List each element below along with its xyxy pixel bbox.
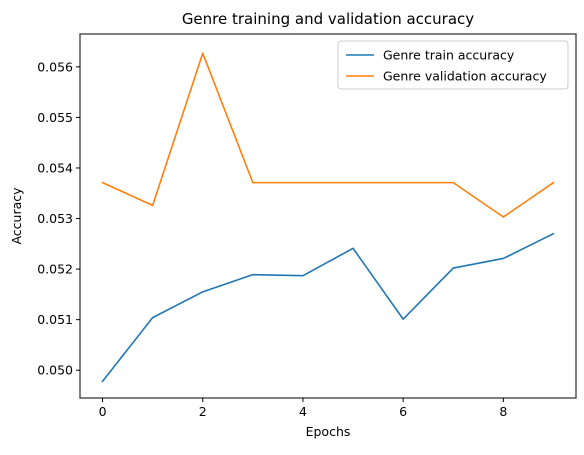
- y-tick-label: 0.052: [37, 262, 73, 277]
- y-tick-label: 0.054: [37, 160, 73, 175]
- y-tick-label: 0.051: [37, 312, 73, 327]
- y-axis-title: Accuracy: [9, 187, 24, 245]
- x-tick-label: 6: [399, 404, 407, 419]
- legend-box: [337, 40, 569, 90]
- y-tick-label: 0.050: [37, 363, 73, 378]
- legend-label: Genre validation accuracy: [383, 69, 547, 84]
- x-axis: 0 2 4 6 8: [99, 398, 507, 419]
- x-tick-label: 4: [299, 404, 307, 419]
- series-layer: [101, 52, 555, 383]
- y-tick-label: 0.055: [37, 110, 73, 125]
- series-line-validation-accuracy: [101, 52, 555, 218]
- x-tick-label: 8: [499, 404, 507, 419]
- series-line-train-accuracy: [101, 232, 555, 383]
- chart-title: Genre training and validation accuracy: [182, 10, 474, 28]
- x-axis-title: Epochs: [306, 424, 351, 439]
- x-tick-label: 0: [99, 404, 107, 419]
- legend-label: Genre train accuracy: [383, 48, 515, 63]
- x-tick-label: 2: [199, 404, 207, 419]
- y-axis: 0.050 0.051 0.052 0.053 0.054 0.055 0.056: [37, 59, 80, 378]
- y-tick-label: 0.053: [37, 211, 73, 226]
- y-tick-label: 0.056: [37, 59, 73, 74]
- plot-frame: [79, 33, 577, 399]
- legend: Genre train accuracy Genre validation acc…: [337, 40, 569, 90]
